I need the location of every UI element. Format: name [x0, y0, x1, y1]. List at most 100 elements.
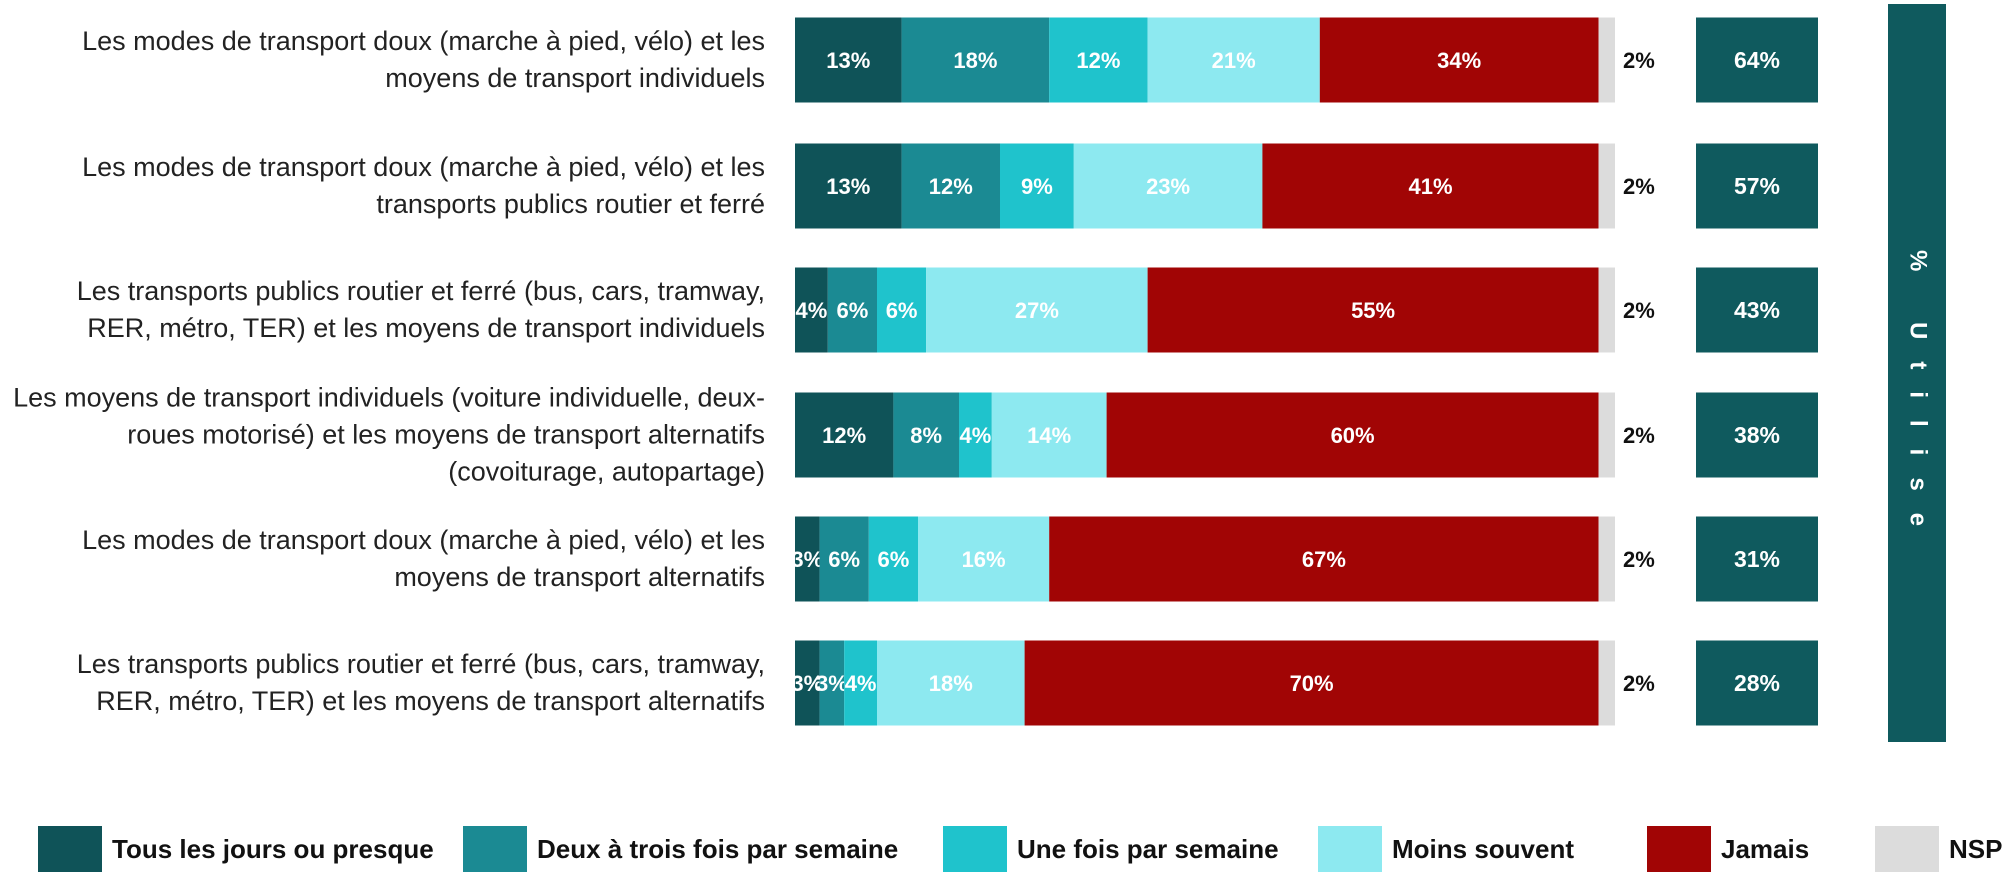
data-label: 21% — [1212, 48, 1256, 73]
legend-label: Tous les jours ou presque — [112, 834, 434, 864]
bar-segment — [1024, 640, 1599, 726]
data-label: 2% — [1623, 48, 1655, 73]
bar-segment — [901, 17, 1050, 103]
data-label: 2% — [1623, 423, 1655, 448]
data-label: 3% — [791, 547, 823, 572]
bar-segment — [901, 143, 1000, 229]
bar-segment — [1049, 516, 1599, 602]
totals-title: % Utilise — [1905, 250, 1932, 548]
data-label: 16% — [962, 547, 1006, 572]
data-label: 18% — [929, 671, 973, 696]
data-label: 67% — [1302, 547, 1346, 572]
data-label: 4% — [960, 423, 992, 448]
bar-segment — [844, 640, 877, 726]
total-box — [1696, 640, 1818, 726]
category-label: Les modes de transport doux (marche à pi… — [82, 152, 765, 219]
total-box — [1696, 143, 1818, 229]
bar-segment — [1598, 516, 1615, 602]
data-label: 55% — [1351, 298, 1395, 323]
legend-swatch — [1875, 826, 1939, 872]
data-label: 4% — [796, 298, 828, 323]
legend-swatch — [38, 826, 102, 872]
legend-label: Deux à trois fois par semaine — [537, 834, 898, 864]
bar-segment — [959, 392, 992, 478]
data-label: 13% — [826, 174, 870, 199]
data-label: 2% — [1623, 547, 1655, 572]
total-box — [1696, 17, 1818, 103]
data-label: 2% — [1623, 174, 1655, 199]
category-label: Les modes de transport doux (marche à pi… — [82, 26, 765, 93]
bar-segment — [893, 392, 959, 478]
total-label: 57% — [1734, 173, 1780, 199]
data-label: 12% — [1076, 48, 1120, 73]
bar-segment — [877, 640, 1025, 726]
bar-segment — [795, 17, 902, 103]
bar-segment — [1073, 143, 1263, 229]
data-label: 4% — [845, 671, 877, 696]
bar-segment — [1598, 17, 1615, 103]
data-label: 6% — [878, 547, 910, 572]
bar-segment — [1147, 17, 1320, 103]
legend-swatch — [1647, 826, 1711, 872]
total-box — [1696, 267, 1818, 353]
data-label: 6% — [886, 298, 918, 323]
bar-segment — [1106, 392, 1599, 478]
bar-segment — [918, 516, 1050, 602]
bar-segment — [1319, 17, 1599, 103]
bar-segment — [819, 640, 845, 726]
bar-segment — [1049, 17, 1148, 103]
data-label: 3% — [791, 671, 823, 696]
bar-segment — [926, 267, 1148, 353]
bar-segment — [819, 516, 869, 602]
bar-segment — [1598, 267, 1615, 353]
data-label: 18% — [953, 48, 997, 73]
legend-label: Jamais — [1721, 834, 1809, 864]
legend-label: NSP — [1949, 834, 2002, 864]
category-label: Les transports publics routier et ferré … — [76, 649, 765, 716]
legend-swatch — [1318, 826, 1382, 872]
bar-segment — [868, 516, 918, 602]
bar-segment — [1598, 143, 1615, 229]
bar-segment — [1598, 392, 1615, 478]
legend-swatch — [463, 826, 527, 872]
bar-segment — [1598, 640, 1615, 726]
data-label: 6% — [837, 298, 869, 323]
data-label: 60% — [1331, 423, 1375, 448]
bar-segment — [795, 640, 820, 726]
data-label: 41% — [1408, 174, 1452, 199]
data-label: 23% — [1146, 174, 1190, 199]
data-label: 2% — [1623, 671, 1655, 696]
bar-segment — [991, 392, 1107, 478]
bar-segment — [877, 267, 927, 353]
data-label: 3% — [816, 671, 848, 696]
data-label: 6% — [828, 547, 860, 572]
total-label: 38% — [1734, 422, 1780, 448]
bar-segment — [795, 516, 820, 602]
data-label: 13% — [826, 48, 870, 73]
data-label: 8% — [910, 423, 942, 448]
bar-segment — [1262, 143, 1599, 229]
data-label: 12% — [929, 174, 973, 199]
data-label: 12% — [822, 423, 866, 448]
total-label: 43% — [1734, 297, 1780, 323]
bar-segment — [1000, 143, 1074, 229]
bar-segment — [795, 143, 902, 229]
category-label: Les modes de transport doux (marche à pi… — [82, 525, 765, 592]
bar-segment — [795, 267, 828, 353]
bar-segment — [827, 267, 877, 353]
bar-segment — [1147, 267, 1599, 353]
total-box — [1696, 392, 1818, 478]
total-label: 28% — [1734, 670, 1780, 696]
bar-segment — [795, 392, 894, 478]
legend-label: Moins souvent — [1392, 834, 1574, 864]
totals-header — [1888, 4, 1946, 742]
total-box — [1696, 516, 1818, 602]
category-label: Les moyens de transport individuels (voi… — [13, 382, 765, 487]
data-label: 70% — [1290, 671, 1334, 696]
legend-swatch — [943, 826, 1007, 872]
total-label: 31% — [1734, 546, 1780, 572]
data-label: 9% — [1021, 174, 1053, 199]
data-label: 2% — [1623, 298, 1655, 323]
